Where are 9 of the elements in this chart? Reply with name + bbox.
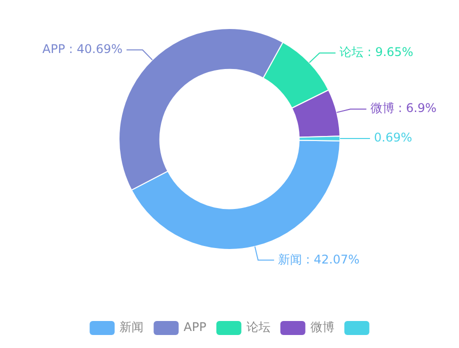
legend-label: 微博 xyxy=(310,320,334,334)
legend-label: 新闻 xyxy=(120,320,144,334)
data-label: 论坛 : 9.65% xyxy=(340,45,414,60)
legend-label: APP xyxy=(184,320,206,334)
data-label: 微博 : 6.9% xyxy=(370,101,437,116)
legend-label: 论坛 xyxy=(246,320,270,334)
data-label: APP : 40.69% xyxy=(42,42,123,56)
data-label: 0.69% xyxy=(374,130,412,145)
data-label: 新闻 : 42.07% xyxy=(278,252,360,266)
